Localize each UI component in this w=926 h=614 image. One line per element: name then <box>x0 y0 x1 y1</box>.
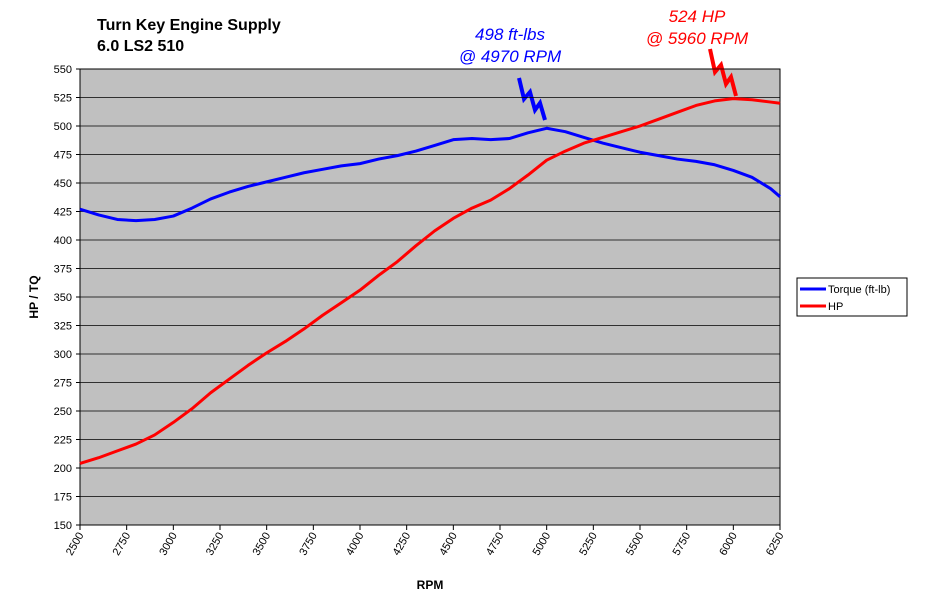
chart-title: Turn Key Engine Supply <box>97 17 281 34</box>
x-tick-label: 5500 <box>624 531 647 558</box>
y-tick-label: 500 <box>54 121 72 133</box>
x-tick-label: 4500 <box>437 531 460 558</box>
y-tick-label: 250 <box>54 406 72 418</box>
x-tick-label: 5750 <box>671 531 694 558</box>
y-tick-label: 475 <box>54 150 72 162</box>
y-axis-label: HP / TQ <box>27 275 41 318</box>
y-tick-label: 525 <box>54 93 72 105</box>
legend-label: HP <box>828 301 843 313</box>
annotation: @ 4970 RPM <box>459 47 562 66</box>
x-tick-label: 6000 <box>717 531 740 558</box>
data-line <box>79 97 781 465</box>
legend <box>796 277 908 317</box>
y-tick-label: 200 <box>54 463 72 475</box>
x-tick-label: 3500 <box>251 531 274 558</box>
legend-label: Torque (ft-lb) <box>828 284 890 296</box>
y-tick-label: 225 <box>54 435 72 447</box>
annotation-arrow <box>708 48 738 97</box>
annotation: @ 5960 RPM <box>646 29 749 48</box>
x-tick-label: 3750 <box>297 531 320 558</box>
y-tick-label: 150 <box>54 520 72 532</box>
x-tick-label: 3250 <box>204 531 227 558</box>
x-tick-label: 6250 <box>764 531 787 558</box>
y-tick-label: 325 <box>54 321 72 333</box>
x-axis-label: RPM <box>417 578 444 592</box>
x-tick-label: 4750 <box>484 531 507 558</box>
x-tick-label: 4000 <box>344 531 367 558</box>
x-tick-label: 2750 <box>111 531 134 558</box>
x-tick-label: 5250 <box>577 531 600 558</box>
y-tick-label: 550 <box>54 64 72 76</box>
y-tick-label: 375 <box>54 264 72 276</box>
y-tick-label: 175 <box>54 492 72 504</box>
y-tick-label: 275 <box>54 378 72 390</box>
y-tick-label: 350 <box>54 292 72 304</box>
y-tick-label: 300 <box>54 349 72 361</box>
y-tick-label: 425 <box>54 207 72 219</box>
x-tick-label: 2500 <box>64 531 87 558</box>
annotation-arrow <box>517 77 547 121</box>
x-tick-label: 5000 <box>531 531 554 558</box>
x-tick-label: 4250 <box>391 531 414 558</box>
y-tick-label: 400 <box>54 235 72 247</box>
data-line <box>79 126 781 223</box>
annotation: 524 HP <box>669 7 726 26</box>
x-tick-label: 3000 <box>157 531 180 558</box>
chart-subtitle: 6.0 LS2 510 <box>97 38 184 55</box>
y-tick-label: 450 <box>54 178 72 190</box>
annotation: 498 ft-lbs <box>475 25 545 44</box>
